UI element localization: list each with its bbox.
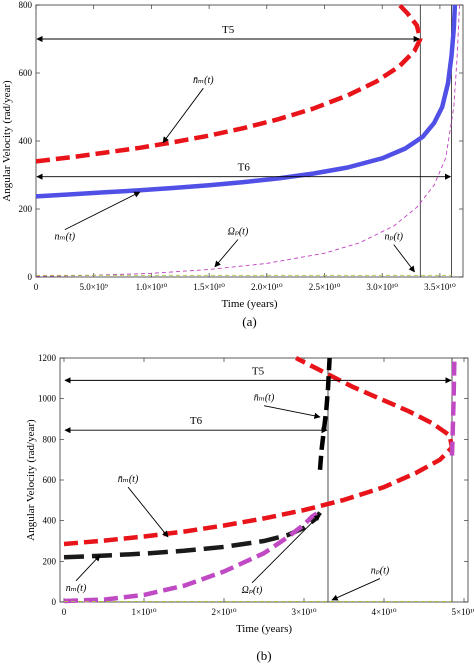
series-nm-bar: [35, 3, 423, 164]
series-nm-bar: [63, 355, 455, 547]
annotation-label: nₘ(t): [66, 583, 87, 594]
panel-b: 0 1×10¹⁰ 2×10¹⁰ 3×10¹⁰ 4×10¹⁰ 5×10¹⁰ 0 200 400 60…: [25, 353, 474, 663]
x-tick-label: 1.5×10¹⁰: [193, 282, 225, 292]
y-axis-label: Angular Velocity (rad/year): [1, 80, 13, 202]
x-tick-label: 1×10¹⁰: [132, 607, 157, 617]
x-tick-label: 5.0×10⁹: [79, 282, 107, 292]
series-omega-p: [35, 4, 460, 277]
y-tick-label: 200: [19, 204, 33, 214]
y-tick-label: 800: [43, 434, 57, 444]
y-tick-label: 200: [43, 556, 57, 566]
annotation-label: nₚ(t): [371, 566, 390, 577]
y-axis-label: Angular Velocity (rad/year): [25, 419, 37, 541]
annotation-label: n̄ₘ(t): [193, 75, 214, 86]
x-tick-label: 2.0×10¹⁰: [251, 282, 283, 292]
y-tick-label: 800: [19, 0, 33, 10]
dimension-label-t5: T5: [252, 365, 265, 377]
x-tick-label: 2×10¹⁰: [212, 607, 237, 617]
y-tick-label: 1000: [38, 394, 57, 404]
annotation-label: nₚ(t): [385, 232, 404, 243]
dimension-label-t5: T5: [222, 24, 235, 36]
annotation-arrow: [75, 554, 101, 582]
series-np-branch: [449, 357, 457, 456]
series-omega-p: [63, 509, 322, 604]
annotation-label: Ωₚ(t): [242, 585, 263, 596]
y-tick-label: 0: [52, 597, 57, 607]
x-tick-label: 4×10¹⁰: [372, 607, 397, 617]
annotation-label: Ωₚ(t): [228, 227, 249, 238]
annotation-label: n̄ₘ(t): [118, 474, 139, 485]
y-tick-label: 600: [19, 68, 33, 78]
annotation-arrow: [251, 514, 321, 584]
x-tick-label: 0: [62, 607, 67, 617]
annotation-arrow: [162, 87, 204, 144]
y-tick-label: 400: [43, 516, 57, 526]
dimension-label-t6: T6: [190, 415, 203, 427]
x-tick-label: 3.0×10¹⁰: [366, 282, 398, 292]
x-axis-label: Time (years): [236, 623, 292, 635]
annotation-label: n̄ₘ(t): [254, 393, 275, 404]
series-nm: [35, 4, 458, 199]
panel-caption: (b): [256, 648, 271, 663]
y-tick-label: 1200: [38, 353, 57, 363]
series-nm: [63, 511, 322, 560]
panel-a: 0 5.0×10⁹ 1.0×10¹⁰ 1.5×10¹⁰ 2.0×10¹⁰ 2.5×10¹⁰…: [1, 0, 464, 329]
x-tick-label: 2.5×10¹⁰: [309, 282, 341, 292]
x-tick-label: 5×10¹⁰: [452, 607, 474, 617]
annotation-arrow: [263, 405, 321, 419]
annotation-label: nₘ(t): [55, 232, 76, 243]
x-tick-label: 3×10¹⁰: [292, 607, 317, 617]
annotation-arrow: [214, 239, 239, 268]
annotation-arrow: [127, 486, 169, 538]
x-tick-label: 1.0×10¹⁰: [136, 282, 168, 292]
x-axis-label: Time (years): [221, 298, 277, 310]
y-tick-label: 400: [19, 136, 33, 146]
y-tick-label: 600: [43, 475, 57, 485]
x-tick-label: 3.5×10¹⁰: [424, 282, 456, 292]
dimension-label-t6: T6: [238, 162, 251, 174]
x-tick-label: 0: [34, 282, 39, 292]
panel-caption: (a): [242, 314, 256, 329]
annotation-arrow: [64, 191, 141, 231]
annotation-arrow: [331, 578, 381, 601]
y-tick-label: 0: [28, 272, 33, 282]
annotation-arrow: [393, 244, 415, 273]
